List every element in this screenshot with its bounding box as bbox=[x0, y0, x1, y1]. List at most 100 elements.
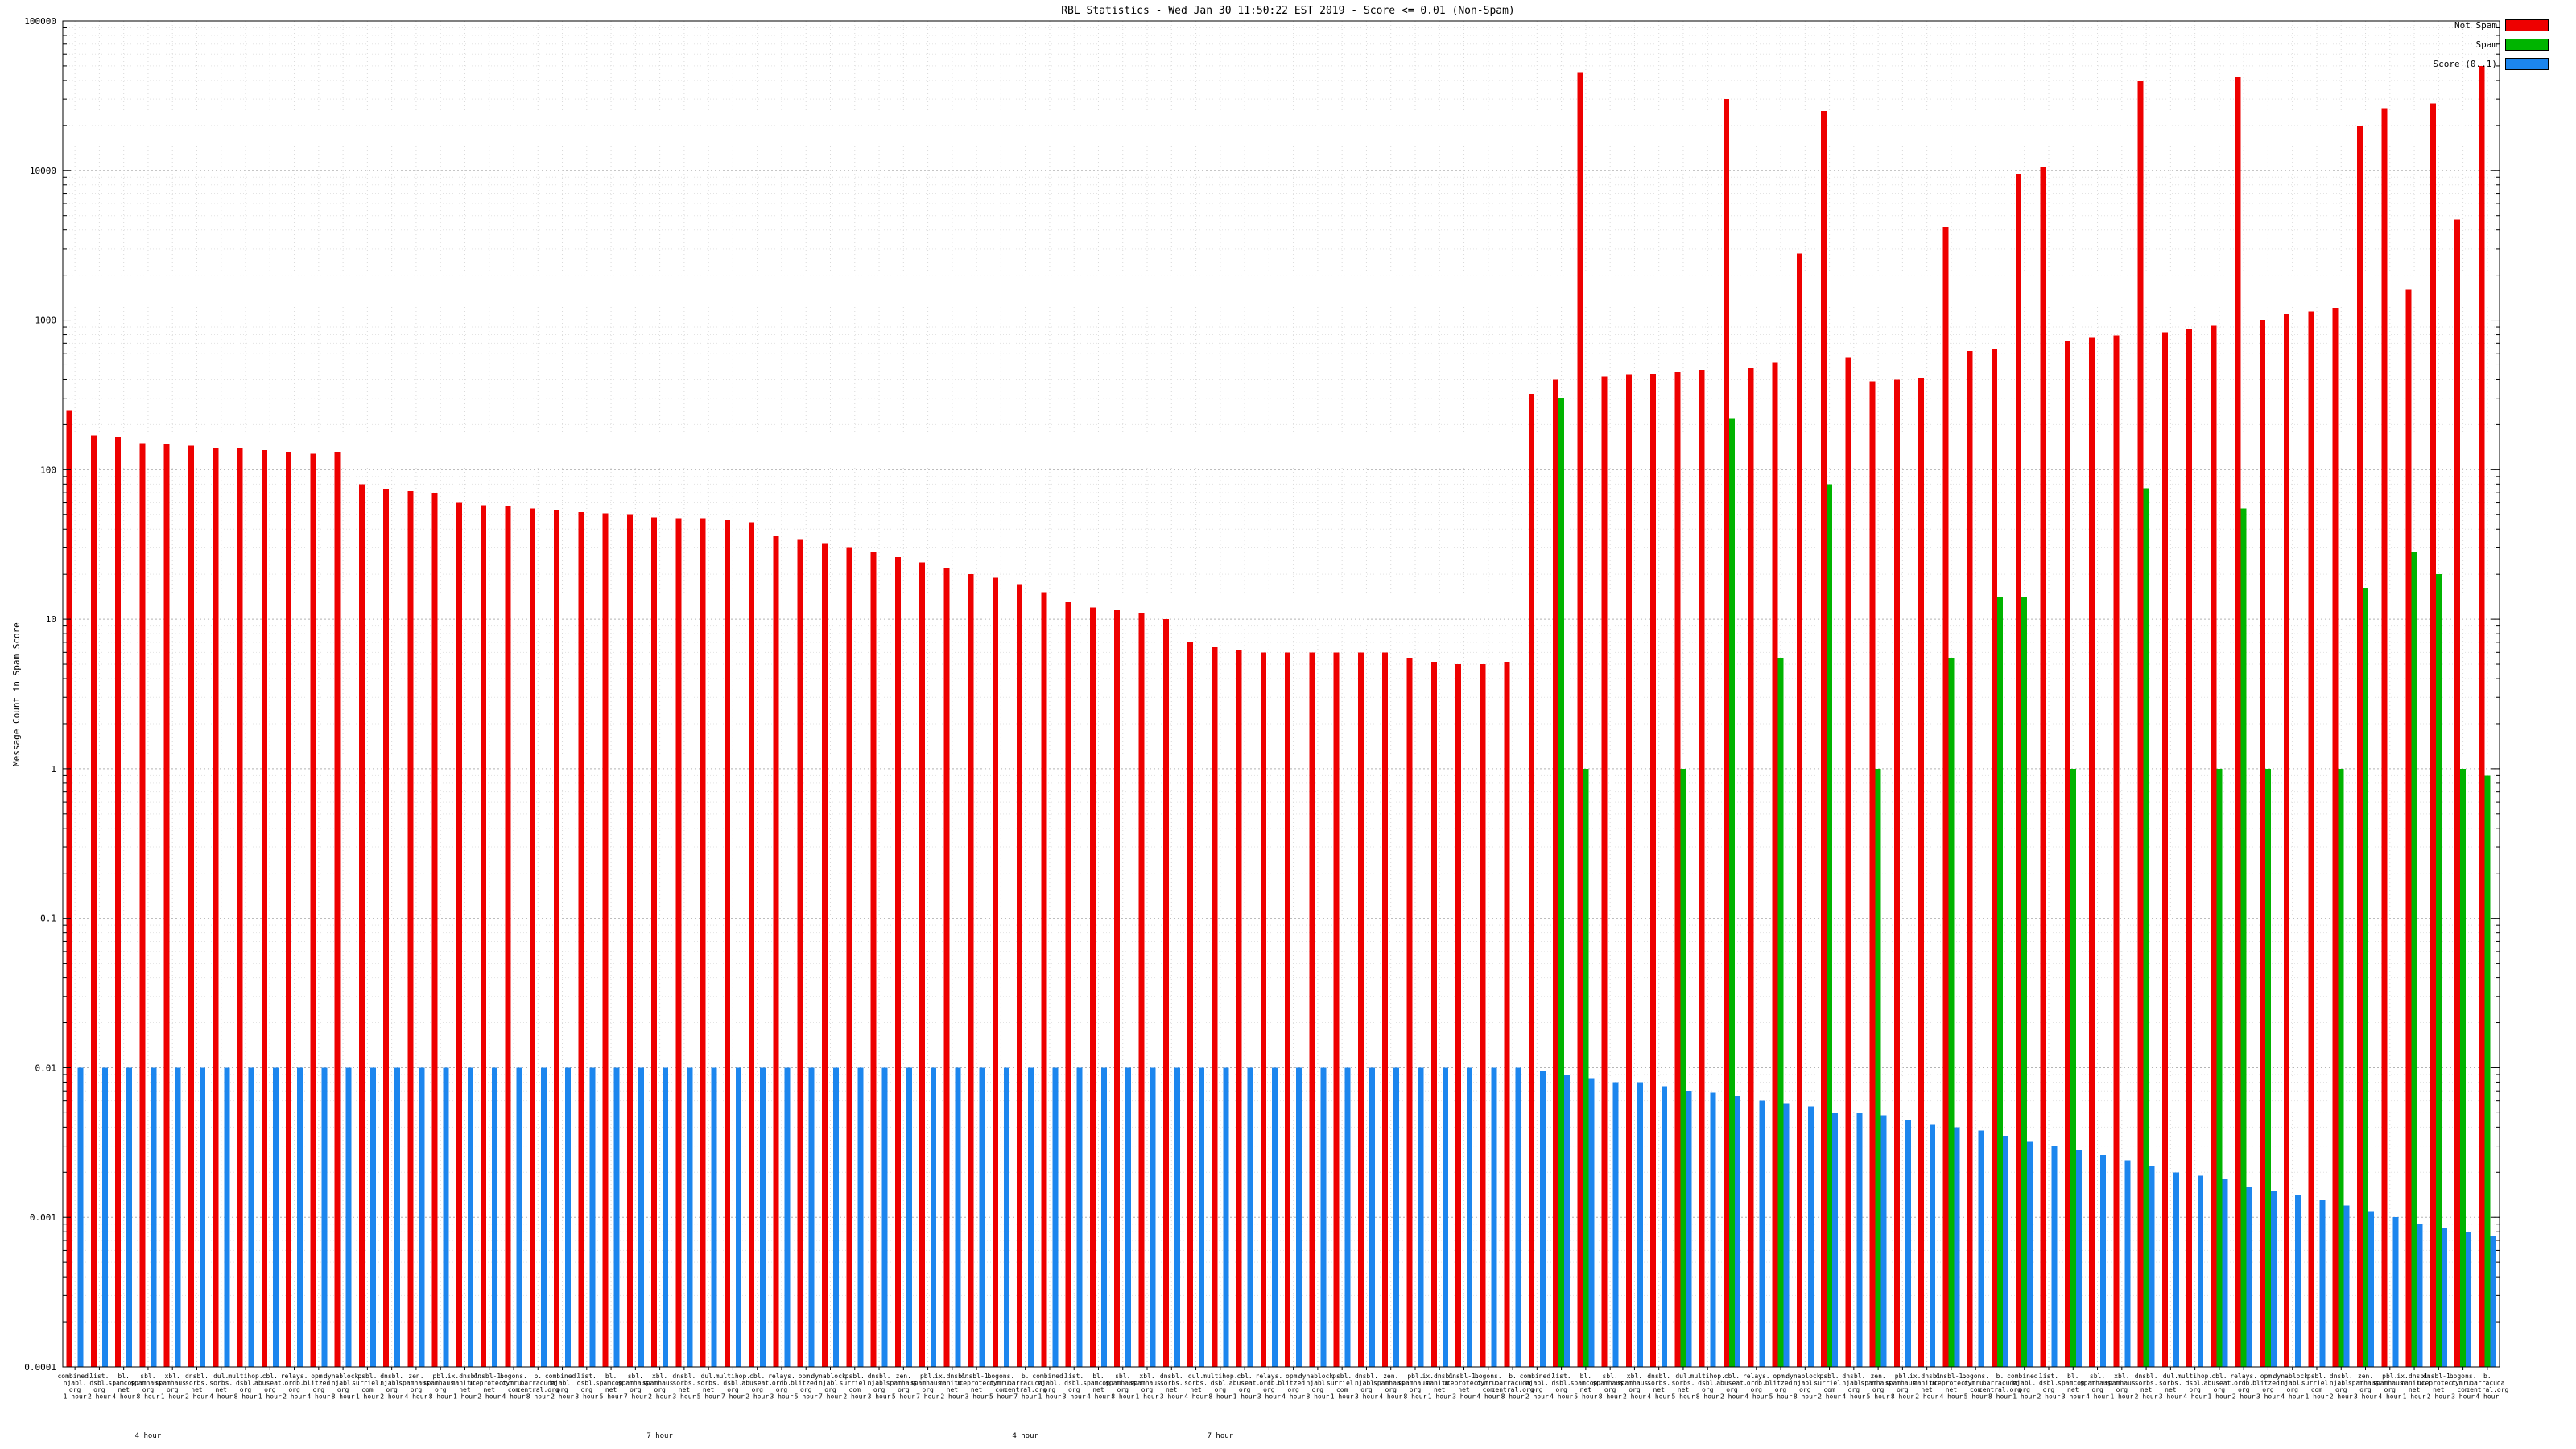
bar-notspam bbox=[870, 552, 877, 1367]
bar-score bbox=[2295, 1195, 2301, 1367]
x-tick-label: ix.dnsbl. manitu. net 1 hour bbox=[1422, 1373, 1457, 1401]
bar-score bbox=[857, 1067, 864, 1367]
bar-notspam bbox=[1187, 642, 1194, 1367]
bar-score bbox=[1807, 1106, 1814, 1367]
bar-score bbox=[369, 1067, 376, 1367]
y-tick-label: 10000 bbox=[30, 166, 56, 176]
x-tick-label: opm. blitzed. org 5 hour bbox=[791, 1373, 822, 1401]
bar-score bbox=[1954, 1127, 1960, 1367]
bar-score bbox=[2051, 1146, 2058, 1367]
x-tick-label: pbl. spamhaus. org 7 hour bbox=[910, 1373, 945, 1401]
legend-label-score: Score (0..1) bbox=[2433, 59, 2497, 69]
legend-item-not-spam: Not Spam bbox=[2454, 19, 2549, 31]
bar-score bbox=[1467, 1067, 1473, 1367]
x-tick-label: dnsbl. sorbs. net 4 hour bbox=[1647, 1373, 1670, 1401]
y-tick-label: 1 bbox=[51, 764, 56, 774]
x-group-label: 4 hour bbox=[1012, 1432, 1038, 1440]
bar-score bbox=[1978, 1130, 1984, 1367]
x-tick-label: zen. spamhaus. org 5 hour bbox=[1860, 1373, 1895, 1401]
bar-score bbox=[711, 1067, 717, 1367]
x-tick-label: cbl. abuseat. org 1 hour bbox=[1229, 1373, 1261, 1401]
bar-notspam bbox=[968, 574, 974, 1367]
x-tick-label: dynablock. njabl. org 8 hour bbox=[324, 1373, 362, 1401]
bar-notspam bbox=[383, 489, 390, 1367]
x-tick-label: relays. ordb. org 4 hour bbox=[1743, 1373, 1770, 1401]
bar-notspam bbox=[1504, 661, 1510, 1367]
bar-notspam bbox=[1333, 652, 1340, 1367]
bar-notspam bbox=[1845, 357, 1852, 1367]
bar-notspam bbox=[894, 557, 901, 1367]
bar-score bbox=[297, 1067, 303, 1367]
y-tick-label: 0.1 bbox=[40, 914, 56, 924]
x-tick-label: dnsbl. sorbs. net 2 hour bbox=[185, 1373, 208, 1401]
y-tick-label: 0.001 bbox=[30, 1212, 56, 1223]
bar-score bbox=[1905, 1119, 1911, 1367]
x-tick-label: b. barracuda central.org 8 hour bbox=[1492, 1373, 1534, 1401]
x-tick-label: bl. spamcop. net 4 hour bbox=[1083, 1373, 1114, 1401]
bar-score bbox=[2002, 1136, 2008, 1367]
x-tick-label: dynablock. njabl. org 4 hour bbox=[2273, 1373, 2312, 1401]
bar-notspam bbox=[992, 577, 998, 1367]
bar-notspam bbox=[1601, 376, 1608, 1367]
bar-score bbox=[1856, 1113, 1863, 1367]
bar-score bbox=[565, 1067, 572, 1367]
bar-score bbox=[2368, 1211, 2375, 1367]
x-tick-label: ix.dnsbl. manitu. net 2 hour bbox=[935, 1373, 969, 1401]
x-tick-label: bogons. cymru. com 3 hour bbox=[2450, 1373, 2477, 1401]
x-tick-label: sbl. spamhaus. org 7 hour bbox=[618, 1373, 653, 1401]
bar-score bbox=[1662, 1086, 1668, 1367]
bar-notspam bbox=[1772, 362, 1778, 1368]
bar-notspam bbox=[1309, 652, 1315, 1367]
bar-notspam bbox=[2235, 76, 2241, 1367]
bar-notspam bbox=[115, 436, 122, 1367]
bar-score bbox=[199, 1067, 205, 1367]
bar-spam bbox=[2338, 768, 2344, 1367]
bar-notspam bbox=[1869, 381, 1876, 1368]
bar-score bbox=[1344, 1067, 1351, 1367]
x-tick-label: dnsbl. sorbs. net 3 hour bbox=[1160, 1373, 1183, 1401]
x-tick-label: b. barracuda central.org 8 hour bbox=[517, 1373, 559, 1401]
bar-score bbox=[1759, 1100, 1765, 1367]
x-tick-label: combined. njabl. org 1 hour bbox=[2007, 1373, 2041, 1401]
bar-score bbox=[2198, 1175, 2204, 1367]
bar-score bbox=[2343, 1205, 2350, 1367]
bar-spam bbox=[2143, 488, 2149, 1367]
bar-notspam bbox=[1748, 367, 1754, 1367]
bar-notspam bbox=[407, 490, 414, 1367]
x-tick-label: combined. njabl. org 2 hour bbox=[545, 1373, 580, 1401]
bar-notspam bbox=[2308, 311, 2314, 1367]
x-tick-label: psbl. surriel. com 1 hour bbox=[352, 1373, 383, 1401]
bar-notspam bbox=[1528, 394, 1534, 1368]
bar-score bbox=[613, 1067, 620, 1367]
x-tick-label: sbl. spamhaus. org 8 hour bbox=[130, 1373, 165, 1401]
x-tick-label: dnsbl. sorbs. net 3 hour bbox=[672, 1373, 696, 1401]
x-tick-label: xbl. spamhaus. org 1 hour bbox=[2104, 1373, 2139, 1401]
bar-notspam bbox=[2332, 308, 2339, 1367]
axes bbox=[62, 20, 2500, 1370]
bar-spam bbox=[2021, 597, 2028, 1367]
bar-score bbox=[979, 1067, 985, 1367]
bar-score bbox=[1880, 1115, 1887, 1367]
x-tick-label: pbl. spamhaus. org 8 hour bbox=[1397, 1373, 1432, 1401]
bar-notspam bbox=[139, 443, 146, 1367]
bar-spam bbox=[2484, 775, 2491, 1367]
bar-notspam bbox=[529, 508, 535, 1368]
bar-score bbox=[1076, 1067, 1083, 1367]
bar-score bbox=[1710, 1092, 1716, 1367]
x-tick-label: cbl. abuseat. org 1 hour bbox=[254, 1373, 286, 1401]
bar-notspam bbox=[2357, 125, 2363, 1368]
bar-score bbox=[1247, 1067, 1253, 1367]
bar-score bbox=[516, 1067, 522, 1367]
bar-score bbox=[126, 1067, 133, 1367]
x-tick-label: sbl. spamhaus. org 8 hour bbox=[1105, 1373, 1140, 1401]
bar-score bbox=[492, 1067, 498, 1367]
bar-notspam bbox=[651, 517, 658, 1367]
x-tick-label: multihop. dsbl. org 8 hour bbox=[228, 1373, 262, 1401]
x-tick-label: dul. sorbs. net 5 hour bbox=[697, 1373, 720, 1401]
bar-score bbox=[1174, 1067, 1180, 1367]
x-tick-label: relays. ordb. org 2 hour bbox=[281, 1373, 308, 1401]
bar-notspam bbox=[1041, 592, 1047, 1367]
bar-spam bbox=[2264, 768, 2271, 1367]
bar-notspam bbox=[2405, 289, 2412, 1367]
